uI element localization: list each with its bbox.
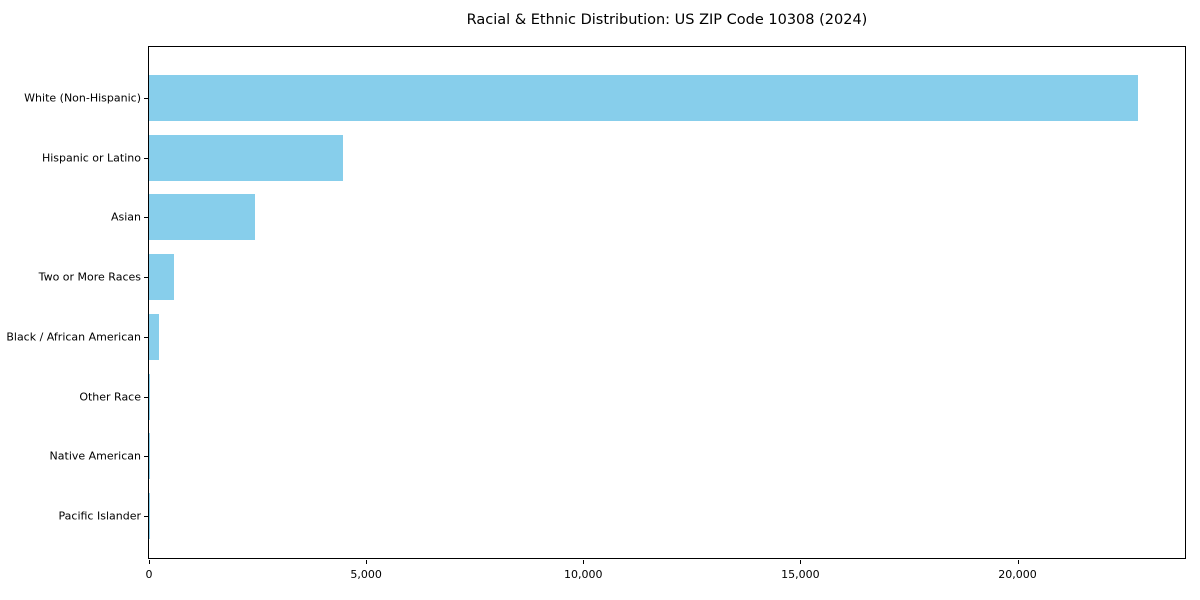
y-tick-mark (144, 98, 148, 99)
x-tick-label: 10,000 (564, 568, 603, 581)
y-tick-mark (144, 456, 148, 458)
x-tick-mark (583, 560, 585, 564)
y-tick-label: White (Non-Hispanic) (24, 91, 141, 105)
plot-area: White (Non-Hispanic) Hispanic or Latino As… (6, 46, 1186, 581)
bar (149, 373, 151, 420)
bar (149, 313, 159, 360)
y-tick-mark (144, 157, 148, 159)
x-tick-mark (800, 560, 802, 564)
y-tick-label: Hispanic or Latino (41, 151, 141, 165)
bar (149, 194, 255, 241)
y-tick-mark (144, 217, 148, 219)
x-tick-label: 5,000 (350, 568, 382, 581)
y-tick-mark (144, 396, 148, 398)
y-tick-mark (144, 515, 148, 517)
bar (149, 134, 344, 181)
y-tick-label: Pacific Islander (58, 509, 141, 523)
x-tick-label: 20,000 (998, 568, 1037, 581)
y-tick-label: Other Race (79, 390, 141, 404)
y-tick-mark (144, 277, 148, 279)
bar (149, 433, 150, 480)
bar (149, 75, 1138, 121)
x-tick-mark (1017, 560, 1019, 564)
chart-title: Racial & Ethnic Distribution: US ZIP Cod… (466, 12, 868, 28)
x-tick-label: 0 (145, 568, 153, 581)
y-tick-label: Asian (110, 210, 141, 224)
y-tick-label: Two or More Races (38, 270, 141, 284)
x-tick-label: 15,000 (781, 568, 820, 581)
bar (149, 254, 174, 301)
x-tick-mark (149, 560, 150, 564)
x-tick-mark (366, 560, 368, 564)
y-tick-mark (144, 336, 148, 338)
y-tick-label: Black / African American (6, 330, 141, 344)
y-tick-label: Native American (49, 449, 141, 463)
